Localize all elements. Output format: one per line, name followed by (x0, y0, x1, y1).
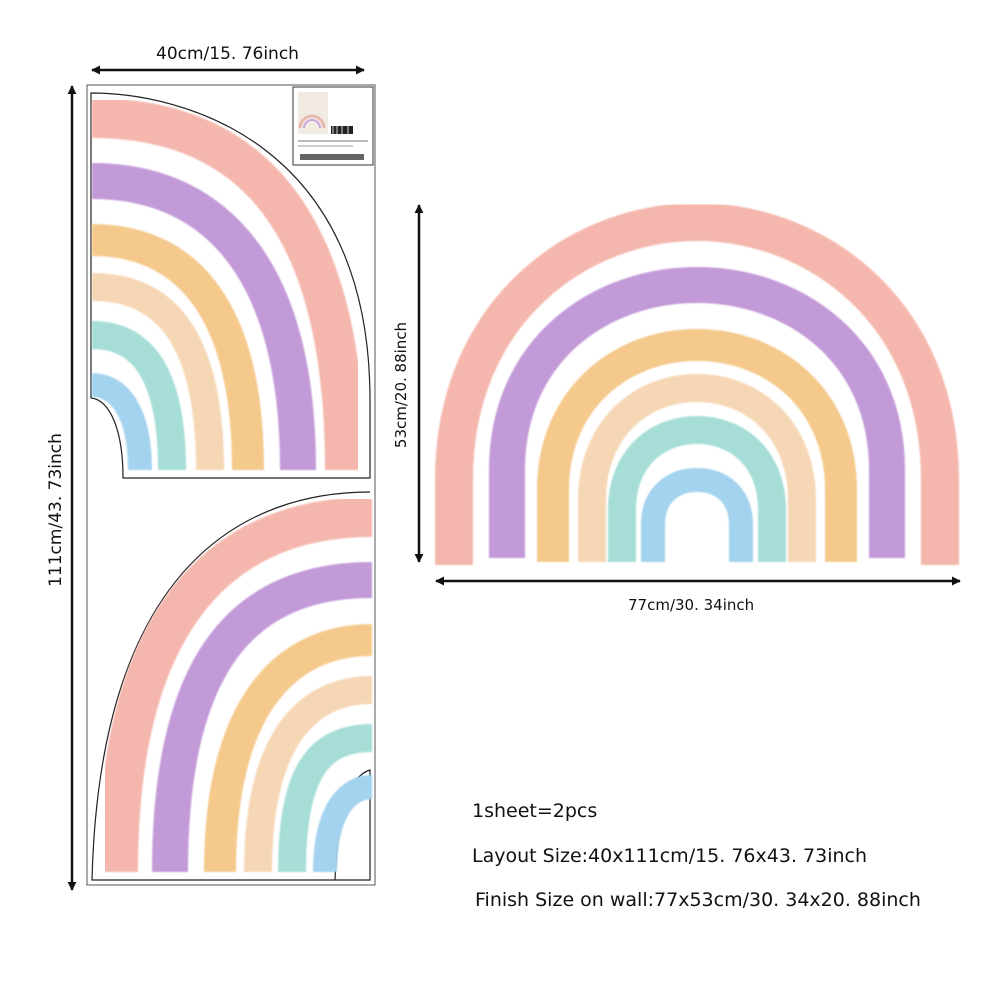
finish-size-label: Finish Size on wall (475, 889, 648, 911)
band-purple (489, 266, 905, 558)
band-orange (537, 328, 857, 562)
finish-size-value: 77x53cm/30. 34x20. 88inch (654, 889, 921, 911)
band-orange (91, 224, 264, 471)
finished-rainbow (435, 202, 959, 565)
band-pink (98, 497, 373, 873)
layout-size-value: 40x111cm/15. 76x43. 73inch (588, 845, 868, 867)
product-thumbnail (292, 86, 374, 166)
band-peach (91, 273, 224, 471)
band-peach (578, 373, 816, 562)
band-teal (278, 724, 373, 873)
band-pink (435, 202, 959, 565)
layout-size: Layout Size:40x111cm/15. 76x43. 73inch (472, 845, 868, 867)
band-peach (244, 676, 373, 873)
rainbow-piece-top (90, 92, 371, 479)
band-blue (91, 373, 152, 471)
band-blue (641, 467, 753, 562)
band-teal (91, 321, 186, 471)
band-teal (608, 415, 786, 562)
band-purple (152, 562, 373, 873)
sheet-height-label: 111cm/43. 73inch (46, 433, 66, 587)
finish-size: Finish Size on wall:77x53cm/30. 34x20. 8… (475, 889, 921, 911)
band-blue (313, 775, 373, 873)
finish-height-label: 53cm/20. 88inch (392, 321, 410, 449)
sheet-width-label: 40cm/15. 76inch (156, 44, 299, 64)
band-purple (91, 163, 316, 471)
rainbow-piece-bottom (91, 491, 373, 881)
pieces-count: 1sheet=2pcs (472, 800, 598, 822)
finish-width-label: 77cm/30. 34inch (628, 596, 755, 614)
band-pink (91, 98, 365, 471)
band-orange (204, 624, 373, 873)
layout-size-label: Layout Size (472, 845, 582, 867)
